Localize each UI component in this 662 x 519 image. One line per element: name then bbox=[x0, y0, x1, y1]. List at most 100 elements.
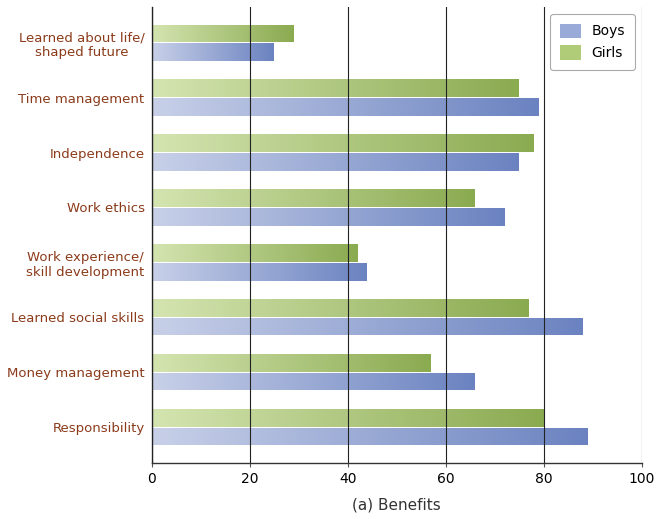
Bar bbox=[254, 409, 256, 427]
Bar bbox=[155, 263, 156, 281]
Bar bbox=[195, 134, 197, 152]
Bar bbox=[299, 409, 301, 427]
Bar bbox=[421, 318, 424, 335]
Bar bbox=[268, 134, 270, 152]
Bar bbox=[194, 24, 195, 42]
Bar bbox=[356, 208, 358, 226]
Bar bbox=[374, 428, 376, 445]
Bar bbox=[410, 134, 412, 152]
Bar bbox=[291, 244, 293, 262]
Bar bbox=[489, 98, 491, 116]
Bar bbox=[393, 299, 395, 317]
Bar bbox=[283, 189, 284, 207]
Bar bbox=[426, 428, 429, 445]
Bar bbox=[403, 153, 405, 171]
Bar bbox=[238, 244, 239, 262]
Bar bbox=[158, 354, 160, 372]
Bar bbox=[345, 263, 346, 281]
Bar bbox=[424, 299, 425, 317]
Bar bbox=[307, 134, 308, 152]
Bar bbox=[236, 189, 237, 207]
Bar bbox=[308, 428, 311, 445]
Bar bbox=[465, 299, 467, 317]
Bar bbox=[455, 428, 457, 445]
Bar bbox=[350, 79, 352, 97]
Bar bbox=[498, 428, 500, 445]
Bar bbox=[373, 299, 374, 317]
Bar bbox=[158, 98, 160, 116]
Bar bbox=[252, 428, 254, 445]
Bar bbox=[229, 79, 230, 97]
Bar bbox=[409, 98, 411, 116]
Bar bbox=[294, 244, 295, 262]
Bar bbox=[363, 208, 365, 226]
Bar bbox=[205, 244, 206, 262]
Bar bbox=[472, 373, 473, 390]
Bar bbox=[181, 354, 182, 372]
Bar bbox=[568, 318, 570, 335]
Bar bbox=[207, 373, 208, 390]
Bar bbox=[388, 354, 389, 372]
Bar bbox=[155, 153, 157, 171]
Bar bbox=[256, 409, 258, 427]
Bar bbox=[199, 428, 202, 445]
Bar bbox=[364, 134, 365, 152]
Bar bbox=[236, 79, 238, 97]
Bar bbox=[246, 98, 248, 116]
Bar bbox=[469, 189, 470, 207]
Bar bbox=[324, 354, 325, 372]
Bar bbox=[493, 208, 494, 226]
Bar bbox=[272, 244, 273, 262]
Bar bbox=[485, 98, 487, 116]
Bar bbox=[238, 134, 240, 152]
Bar bbox=[341, 153, 343, 171]
Bar bbox=[293, 79, 295, 97]
Bar bbox=[466, 153, 468, 171]
Bar bbox=[310, 263, 311, 281]
Bar bbox=[335, 208, 337, 226]
Bar bbox=[424, 153, 426, 171]
Bar bbox=[463, 428, 466, 445]
Bar bbox=[168, 153, 170, 171]
Bar bbox=[320, 244, 322, 262]
Bar bbox=[365, 299, 367, 317]
Bar bbox=[284, 354, 286, 372]
Bar bbox=[271, 263, 272, 281]
Bar bbox=[322, 428, 324, 445]
Bar bbox=[536, 409, 538, 427]
Bar bbox=[162, 208, 164, 226]
Bar bbox=[253, 24, 254, 42]
Bar bbox=[326, 189, 328, 207]
Bar bbox=[270, 354, 271, 372]
Bar bbox=[357, 299, 359, 317]
Bar bbox=[253, 79, 254, 97]
Bar bbox=[261, 318, 263, 335]
Bar bbox=[491, 409, 493, 427]
Bar bbox=[222, 244, 224, 262]
Bar bbox=[228, 134, 230, 152]
Bar bbox=[213, 263, 214, 281]
Bar bbox=[312, 244, 313, 262]
Bar bbox=[344, 299, 346, 317]
Bar bbox=[293, 428, 295, 445]
Bar bbox=[167, 98, 169, 116]
Bar bbox=[302, 208, 303, 226]
Bar bbox=[154, 354, 156, 372]
Bar bbox=[491, 98, 493, 116]
Bar bbox=[237, 98, 239, 116]
Bar bbox=[344, 354, 346, 372]
Bar bbox=[217, 98, 219, 116]
Bar bbox=[179, 354, 181, 372]
Bar bbox=[335, 428, 337, 445]
Bar bbox=[471, 79, 473, 97]
Bar bbox=[250, 24, 251, 42]
Bar bbox=[349, 263, 350, 281]
Bar bbox=[330, 134, 331, 152]
Bar bbox=[465, 189, 467, 207]
Bar bbox=[214, 373, 216, 390]
Bar bbox=[205, 208, 207, 226]
Bar bbox=[510, 318, 512, 335]
Bar bbox=[352, 428, 354, 445]
Bar bbox=[408, 299, 410, 317]
Bar bbox=[339, 428, 342, 445]
